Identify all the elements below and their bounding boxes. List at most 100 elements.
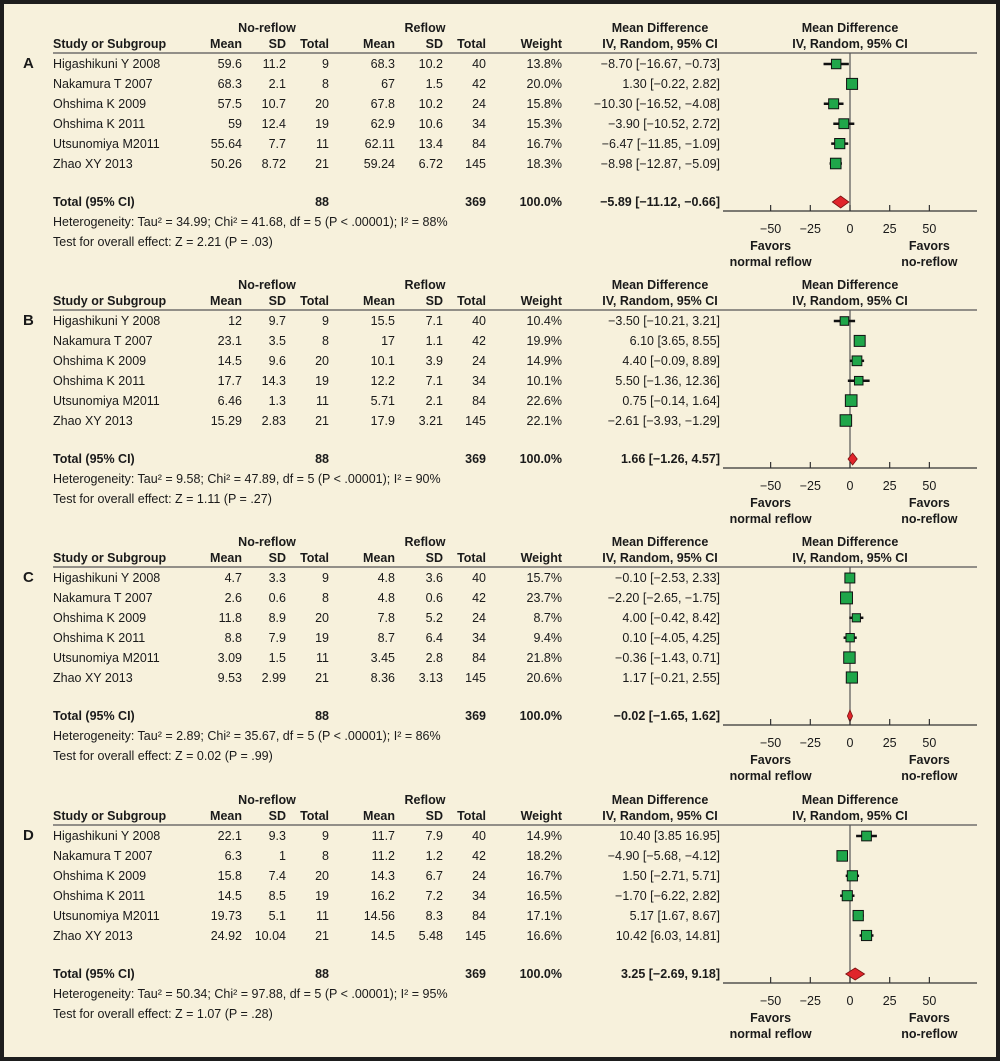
x-tick-label: −25 [799, 736, 821, 750]
cell-r-total: 145 [465, 413, 486, 428]
favors-right-label: Favors [908, 753, 950, 767]
study-effect-square [839, 414, 853, 427]
cell-nr-total: 19 [315, 630, 329, 645]
header-mean-difference: Mean Difference [611, 535, 709, 549]
header-mean-difference: Mean Difference [611, 793, 709, 807]
total-mean-difference-ci: −0.02 [−1.65, 1.62] [613, 709, 720, 723]
header-plot-mean-difference: Mean Difference [801, 793, 899, 807]
cell-r-sd: 2.1 [425, 393, 443, 408]
study-name: Nakamura T 2007 [53, 590, 153, 605]
cell-r-total: 24 [472, 610, 486, 625]
cell-r-sd: 7.1 [425, 314, 443, 328]
header-nr-total: Total [300, 294, 329, 308]
favors-left-label-2: normal reflow [729, 769, 812, 783]
cell-weight: 16.7% [526, 136, 562, 151]
forest-plot-marks [53, 824, 977, 984]
cell-r-sd: 2.8 [425, 650, 443, 665]
cell-mean-difference-ci: 5.17 [1.67, 8.67] [629, 908, 720, 923]
cell-r-mean: 4.8 [377, 571, 395, 585]
cell-mean-difference-ci: −2.61 [−3.93, −1.29] [607, 413, 720, 428]
header-mean-difference: Mean Difference [611, 278, 709, 292]
favors-right-label-2: no-reflow [901, 255, 958, 269]
cell-mean-difference-ci: 0.75 [−0.14, 1.64] [622, 393, 720, 408]
cell-weight: 20.0% [526, 76, 562, 91]
cell-nr-mean: 22.1 [217, 829, 242, 843]
cell-r-total: 34 [472, 116, 486, 131]
header-r-total: Total [457, 37, 486, 51]
cell-r-total: 34 [472, 630, 486, 645]
header-md-method: IV, Random, 95% CI [602, 551, 718, 565]
total-mean-difference-ci: 3.25 [−2.69, 9.18] [620, 967, 720, 981]
forest-panel-b: No-reflow Reflow Mean Difference Mean Diffe… [0, 257, 1000, 526]
x-tick-label: −25 [799, 222, 821, 236]
cell-r-sd: 6.4 [425, 630, 443, 645]
overall-effect-text: Test for overall effect: Z = 1.11 (P = .… [53, 492, 272, 506]
cell-r-mean: 4.8 [377, 590, 395, 605]
heterogeneity-text: Heterogeneity: Tau² = 2.89; Chi² = 35.67… [53, 729, 441, 743]
cell-nr-mean: 6.46 [217, 393, 242, 408]
cell-r-mean: 12.2 [370, 373, 395, 388]
study-name: Zhao XY 2013 [53, 928, 133, 943]
total-label: Total (95% CI) [53, 709, 135, 723]
cell-nr-sd: 10.7 [261, 96, 286, 111]
study-effect-square [840, 591, 853, 605]
header-plot-md-method: IV, Random, 95% CI [792, 37, 908, 51]
header-nr-mean: Mean [210, 37, 242, 51]
header-plot-md-method: IV, Random, 95% CI [792, 809, 908, 823]
header-r-sd: SD [425, 294, 443, 308]
cell-nr-total: 19 [315, 116, 329, 131]
cell-r-total: 84 [472, 136, 486, 151]
cell-nr-mean: 2.6 [224, 590, 242, 605]
x-tick-label: 0 [846, 736, 854, 750]
cell-r-sd: 6.72 [418, 156, 443, 171]
cell-mean-difference-ci: −4.90 [−5.68, −4.12] [607, 848, 720, 863]
cell-nr-sd: 12.4 [261, 116, 286, 131]
header-study: Study or Subgroup [53, 809, 167, 823]
cell-weight: 16.7% [526, 868, 562, 883]
cell-nr-mean: 59.6 [217, 57, 242, 71]
study-effect-square [861, 830, 872, 842]
header-r-mean: Mean [363, 809, 395, 823]
cell-r-mean: 15.5 [370, 314, 395, 328]
total-weight: 100.0% [519, 452, 562, 466]
panel-label: A [23, 55, 34, 72]
total-label: Total (95% CI) [53, 967, 135, 981]
forest-panel-a: No-reflow Reflow Mean Difference Mean Diffe… [0, 0, 1000, 269]
favors-right-label: Favors [908, 1011, 950, 1025]
header-no-reflow-group: No-reflow [238, 278, 296, 292]
cell-mean-difference-ci: −0.36 [−1.43, 0.71] [615, 650, 720, 665]
header-mean-difference: Mean Difference [611, 21, 709, 35]
forest-plot-figure: No-reflow Reflow Mean Difference Mean Diffe… [4, 4, 996, 1057]
cell-weight: 10.1% [526, 373, 562, 388]
cell-r-sd: 10.2 [418, 57, 443, 71]
x-tick-label: 0 [846, 479, 854, 493]
pooled-effect-diamond [844, 967, 866, 981]
cell-r-total: 40 [472, 314, 486, 328]
cell-mean-difference-ci: 1.17 [−0.21, 2.55] [622, 670, 720, 685]
cell-r-total: 42 [472, 848, 486, 863]
total-weight: 100.0% [519, 967, 562, 981]
study-effect-square [851, 613, 861, 623]
cell-nr-total: 21 [315, 670, 329, 685]
header-nr-mean: Mean [210, 294, 242, 308]
cell-nr-sd: 9.3 [268, 829, 286, 843]
total-r: 369 [465, 195, 486, 209]
cell-nr-mean: 3.09 [217, 650, 242, 665]
header-weight: Weight [520, 294, 562, 308]
study-name: Ohshima K 2011 [53, 888, 146, 903]
cell-weight: 18.3% [526, 156, 562, 171]
study-name: Ohshima K 2009 [53, 96, 147, 111]
study-effect-square [838, 118, 850, 130]
cell-nr-mean: 15.8 [217, 868, 242, 883]
header-nr-sd: SD [268, 551, 286, 565]
cell-weight: 16.6% [526, 928, 562, 943]
header-nr-total: Total [300, 551, 329, 565]
panel-label: B [23, 312, 34, 329]
total-mean-difference-ci: 1.66 [−1.26, 4.57] [620, 452, 720, 466]
cell-nr-mean: 6.3 [224, 848, 242, 863]
header-plot-mean-difference: Mean Difference [801, 278, 899, 292]
cell-nr-total: 8 [322, 333, 329, 348]
cell-r-total: 42 [472, 76, 486, 91]
cell-r-mean: 62.11 [364, 136, 395, 151]
cell-nr-mean: 14.5 [217, 353, 242, 368]
